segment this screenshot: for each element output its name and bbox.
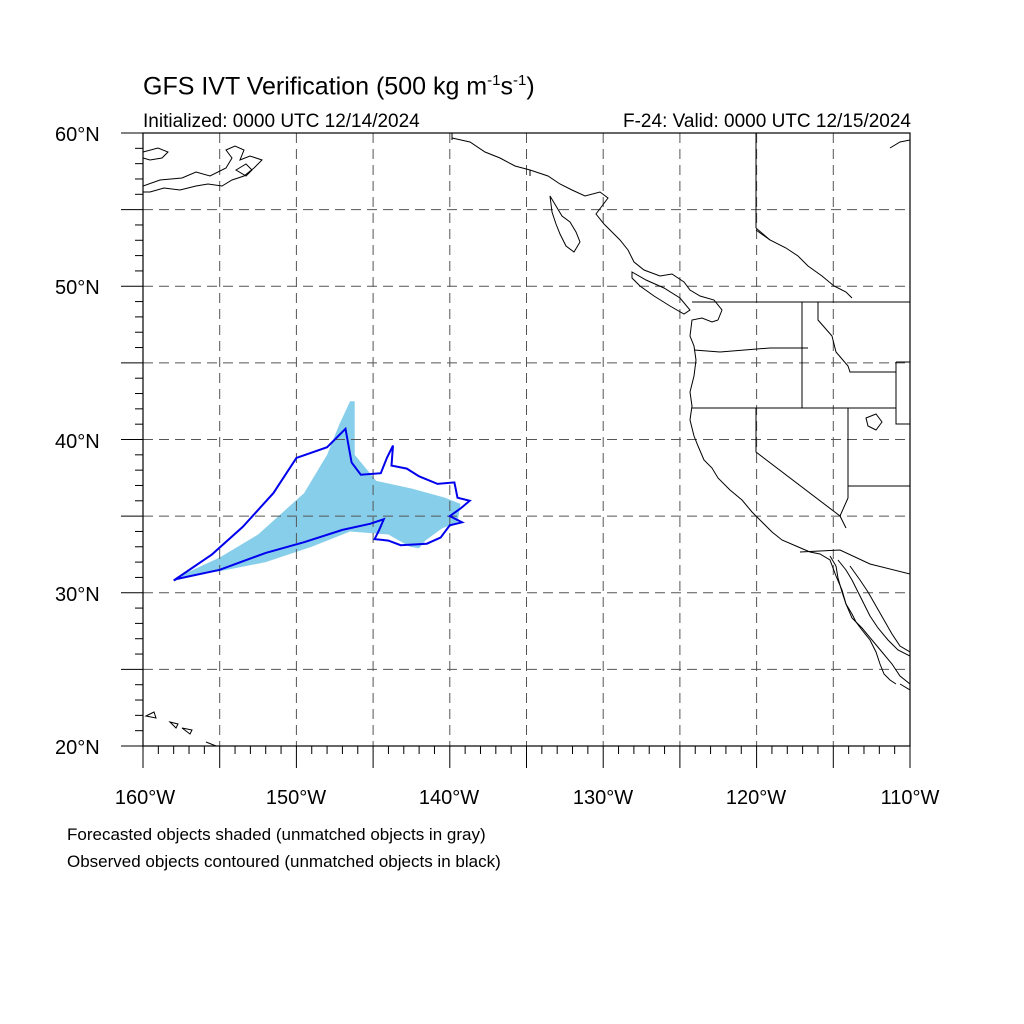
great-salt-lake [865, 413, 883, 431]
lon-label-130w: 130°W [573, 787, 633, 809]
alaska-gulf-coast [451, 137, 723, 321]
us-west-coast [689, 317, 910, 685]
forecast-object-shading [176, 401, 461, 578]
baja-california [829, 555, 897, 685]
lat-lon-gridlines [143, 133, 910, 746]
canada-river [755, 229, 853, 299]
lon-label-120w: 120°W [726, 787, 786, 809]
longitude-axis: 160°W 150°W 140°W 130°W 120°W 110°W [115, 787, 940, 809]
plot-area [143, 133, 910, 746]
lon-label-160w: 160°W [115, 787, 175, 809]
hawaii-islands [144, 711, 217, 746]
axis-ticks [121, 132, 911, 768]
initialized-time: Initialized: 0000 UTC 12/14/2024 [143, 111, 420, 132]
wyoming-border [895, 361, 910, 425]
observed-legend-note: Observed objects contoured (unmatched ob… [67, 852, 501, 871]
nevada-california-border [755, 408, 847, 529]
mexico-pacific-coast [899, 683, 910, 691]
washington-oregon-border [693, 347, 808, 353]
lat-label-20: 20°N [55, 737, 100, 759]
lat-label-50: 50°N [55, 277, 100, 299]
lon-label-140w: 140°W [419, 787, 479, 809]
alaska-coast-2 [143, 145, 263, 193]
us-mexico-border [799, 549, 910, 575]
observed-object-contour [173, 426, 472, 582]
idaho-border [801, 302, 896, 408]
vancouver-island [631, 271, 691, 315]
alaska-coast [143, 147, 169, 161]
lat-label-40: 40°N [55, 431, 100, 453]
coastlines [143, 137, 910, 746]
map-title: GFS IVT Verification (500 kg m-1s-1) [143, 72, 535, 101]
lat-label-30: 30°N [55, 584, 100, 606]
valid-time: F-24: Valid: 0000 UTC 12/15/2024 [623, 111, 911, 132]
lon-label-150w: 150°W [266, 787, 326, 809]
baja-gulf-side [837, 559, 910, 657]
canada-coast-north [889, 139, 910, 149]
mexico-mainland-coast [849, 565, 910, 653]
arizona-border [839, 497, 849, 517]
forecast-legend-note: Forecasted objects shaded (unmatched obj… [67, 825, 486, 844]
lat-label-60: 60°N [55, 124, 100, 146]
political-boundaries [451, 133, 910, 575]
kodiak-island [235, 163, 253, 177]
lon-label-110w: 110°W [881, 787, 940, 809]
alaska-panhandle-islands [549, 195, 581, 253]
bc-alberta-border [755, 133, 771, 241]
latitude-axis: 20°N 30°N 40°N 50°N 60°N [55, 124, 100, 759]
